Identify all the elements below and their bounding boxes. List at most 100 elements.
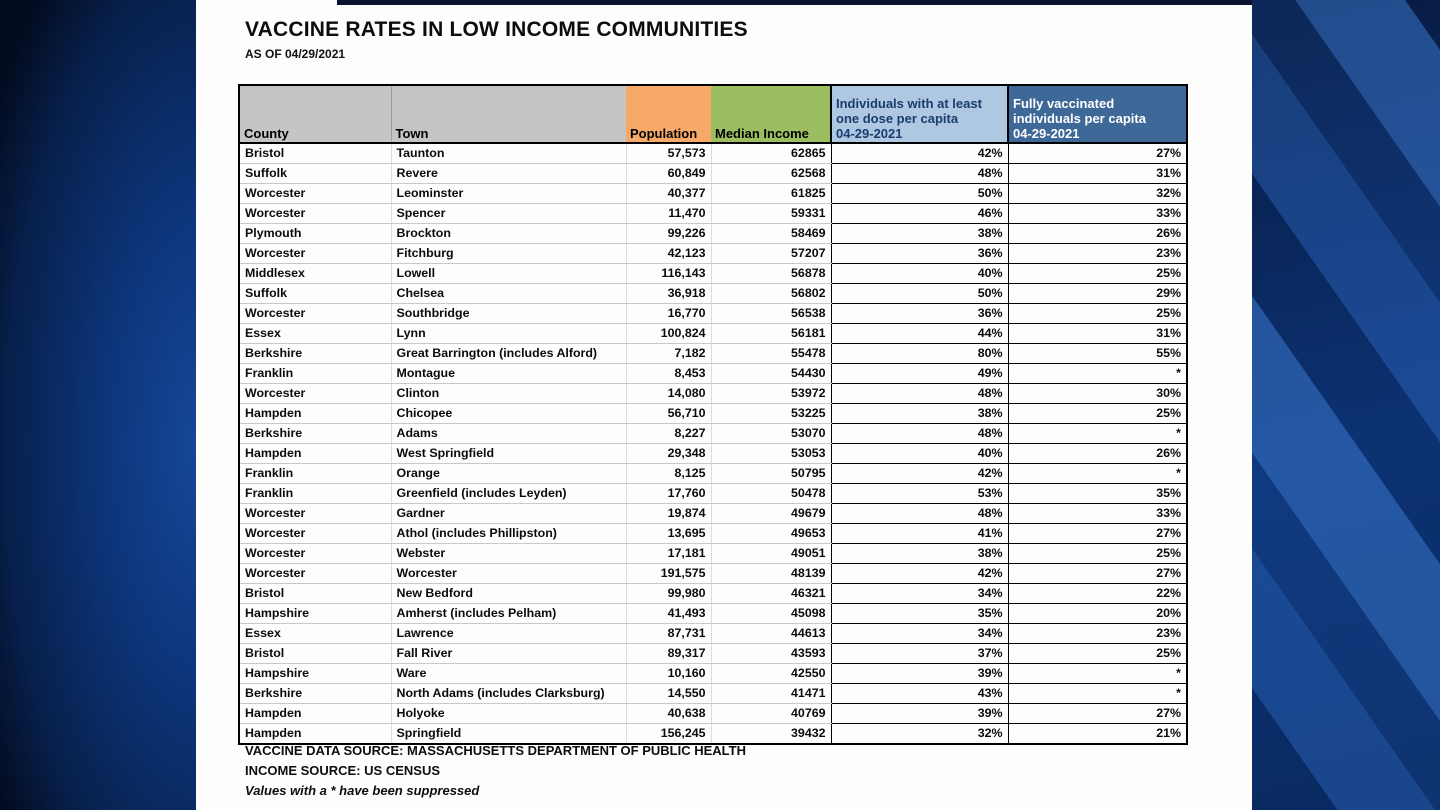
table-cell: Bristol xyxy=(239,643,392,664)
table-cell: * xyxy=(1007,663,1188,684)
table-cell: Hampshire xyxy=(239,603,392,624)
table-cell: 10,160 xyxy=(626,663,712,684)
table-cell: 99,980 xyxy=(626,583,712,604)
table-row: Hampden Chicopee 56,710 53225 38% 25% xyxy=(239,403,1188,424)
table-cell: 35% xyxy=(830,603,1009,624)
table-cell: Clinton xyxy=(391,383,627,404)
table-cell: Chicopee xyxy=(391,403,627,424)
column-header-fully-vaccinated: Fully vaccinated individuals per capita … xyxy=(1007,85,1187,144)
table-cell: Bristol xyxy=(239,583,392,604)
table-cell: 27% xyxy=(1007,523,1188,544)
table-cell: 61825 xyxy=(711,183,831,204)
table-cell: 29% xyxy=(1007,283,1188,304)
table-cell: Hampden xyxy=(239,403,392,424)
table-row: Berkshire Great Barrington (includes Alfo… xyxy=(239,343,1188,364)
background-left-gradient xyxy=(0,0,196,810)
table-cell: 49051 xyxy=(711,543,831,564)
table-row: Worcester Clinton 14,080 53972 48% 30% xyxy=(239,383,1188,404)
content-card: VACCINE RATES IN LOW INCOME COMMUNITIES … xyxy=(196,0,1252,810)
table-cell: Springfield xyxy=(391,723,627,745)
table-cell: 17,760 xyxy=(626,483,712,504)
table-row: Worcester Fitchburg 42,123 57207 36% 23% xyxy=(239,243,1188,264)
table-cell: * xyxy=(1007,683,1188,704)
table-cell: Taunton xyxy=(391,143,627,164)
table-cell: 44% xyxy=(830,323,1009,344)
table-cell: 25% xyxy=(1007,543,1188,564)
table-cell: 49653 xyxy=(711,523,831,544)
table-cell: 80% xyxy=(830,343,1009,364)
table-row: Worcester Webster 17,181 49051 38% 25% xyxy=(239,543,1188,564)
column-header-town: Town xyxy=(391,85,626,144)
table-cell: Franklin xyxy=(239,463,392,484)
table-cell: Webster xyxy=(391,543,627,564)
table-cell: 45098 xyxy=(711,603,831,624)
table-cell: 35% xyxy=(1007,483,1188,504)
table-cell: Montague xyxy=(391,363,627,384)
table-cell: 87,731 xyxy=(626,623,712,644)
table-row: Worcester Spencer 11,470 59331 46% 33% xyxy=(239,203,1188,224)
table-cell: 48139 xyxy=(711,563,831,584)
table-cell: Worcester xyxy=(239,203,392,224)
table-cell: 56181 xyxy=(711,323,831,344)
table-cell: 156,245 xyxy=(626,723,712,745)
table-cell: 41,493 xyxy=(626,603,712,624)
table-cell: 31% xyxy=(1007,323,1188,344)
table-cell: * xyxy=(1007,423,1188,444)
table-cell: 41% xyxy=(830,523,1009,544)
table-cell: 62865 xyxy=(711,143,831,164)
table-cell: Fall River xyxy=(391,643,627,664)
column-header-one-dose: Individuals with at least one dose per c… xyxy=(830,85,1008,144)
table-cell: 30% xyxy=(1007,383,1188,404)
table-cell: 17,181 xyxy=(626,543,712,564)
table-cell: Leominster xyxy=(391,183,627,204)
table-cell: 56538 xyxy=(711,303,831,324)
table-cell: West Springfield xyxy=(391,443,627,464)
table-cell: 32% xyxy=(1007,183,1188,204)
table-cell: Lowell xyxy=(391,263,627,284)
table-cell: 60,849 xyxy=(626,163,712,184)
table-cell: 50478 xyxy=(711,483,831,504)
table-cell: 33% xyxy=(1007,503,1188,524)
table-cell: 40% xyxy=(830,443,1009,464)
suppressed-values-note: Values with a * have been suppressed xyxy=(245,783,480,798)
table-cell: 27% xyxy=(1007,703,1188,724)
table-cell: 25% xyxy=(1007,403,1188,424)
table-row: Worcester Southbridge 16,770 56538 36% 25% xyxy=(239,303,1188,324)
table-cell: Southbridge xyxy=(391,303,627,324)
table-cell: 8,125 xyxy=(626,463,712,484)
table-cell: 38% xyxy=(830,403,1009,424)
table-cell: 32% xyxy=(830,723,1009,745)
table-cell: Franklin xyxy=(239,363,392,384)
table-cell: 23% xyxy=(1007,243,1188,264)
table-cell: 25% xyxy=(1007,643,1188,664)
table-cell: Athol (includes Phillipston) xyxy=(391,523,627,544)
table-row: Essex Lawrence 87,731 44613 34% 23% xyxy=(239,623,1188,644)
table-cell: 40,377 xyxy=(626,183,712,204)
table-cell: 57,573 xyxy=(626,143,712,164)
table-cell: Greenfield (includes Leyden) xyxy=(391,483,627,504)
table-cell: 31% xyxy=(1007,163,1188,184)
table-cell: 26% xyxy=(1007,223,1188,244)
table-cell: 42550 xyxy=(711,663,831,684)
table-cell: 23% xyxy=(1007,623,1188,644)
table-row: Worcester Gardner 19,874 49679 48% 33% xyxy=(239,503,1188,524)
table-cell: * xyxy=(1007,363,1188,384)
table-cell: Chelsea xyxy=(391,283,627,304)
table-cell: 16,770 xyxy=(626,303,712,324)
table-cell: 22% xyxy=(1007,583,1188,604)
table-row: Suffolk Chelsea 36,918 56802 50% 29% xyxy=(239,283,1188,304)
table-cell: 48% xyxy=(830,383,1009,404)
table-row: Essex Lynn 100,824 56181 44% 31% xyxy=(239,323,1188,344)
table-cell: 62568 xyxy=(711,163,831,184)
background-top-strip xyxy=(337,0,1252,5)
table-cell: 42% xyxy=(830,142,1009,164)
table-cell: 55% xyxy=(1007,343,1188,364)
table-cell: 53053 xyxy=(711,443,831,464)
table-cell: 14,080 xyxy=(626,383,712,404)
table-cell: 39% xyxy=(830,663,1009,684)
table-cell: Berkshire xyxy=(239,683,392,704)
table-cell: Revere xyxy=(391,163,627,184)
table-cell: Middlesex xyxy=(239,263,392,284)
table-cell: 8,227 xyxy=(626,423,712,444)
table-cell: 42,123 xyxy=(626,243,712,264)
